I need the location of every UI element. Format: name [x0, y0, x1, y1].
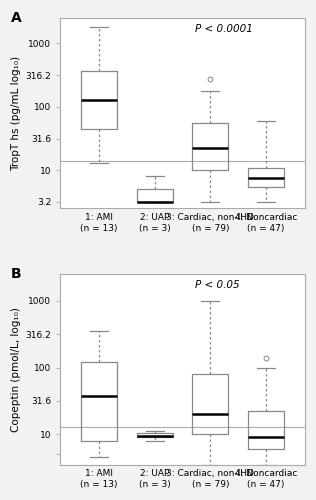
Y-axis label: TropT hs (pg/mL log₁₀): TropT hs (pg/mL log₁₀) — [11, 56, 21, 171]
Text: A: A — [11, 10, 22, 24]
Y-axis label: Copeptin (pmol/L, log₁₀): Copeptin (pmol/L, log₁₀) — [11, 307, 21, 432]
Text: B: B — [11, 267, 22, 281]
Text: P < 0.0001: P < 0.0001 — [195, 24, 252, 34]
Text: P < 0.05: P < 0.05 — [195, 280, 239, 290]
